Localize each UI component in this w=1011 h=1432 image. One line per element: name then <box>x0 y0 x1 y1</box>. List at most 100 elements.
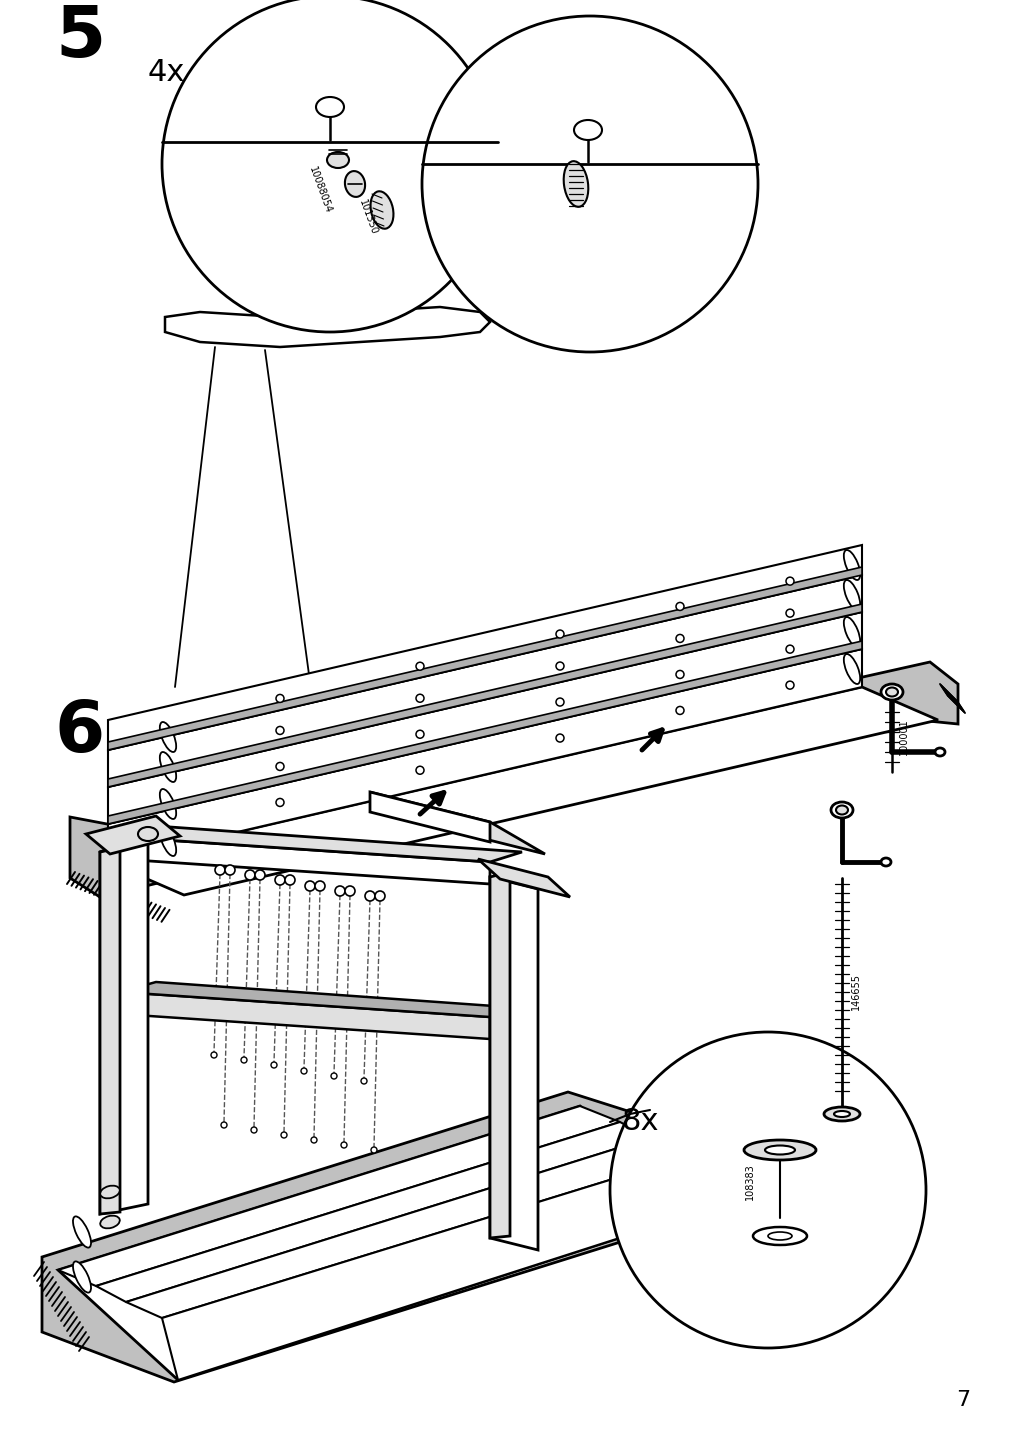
Polygon shape <box>96 1123 649 1302</box>
Ellipse shape <box>370 192 393 229</box>
Polygon shape <box>108 546 861 750</box>
Text: 8x: 8x <box>622 1107 659 1137</box>
Polygon shape <box>120 992 489 1040</box>
Circle shape <box>786 609 794 617</box>
Circle shape <box>371 1147 377 1153</box>
Polygon shape <box>108 642 861 823</box>
Ellipse shape <box>315 97 344 117</box>
Polygon shape <box>108 687 937 895</box>
Ellipse shape <box>833 1111 849 1117</box>
Ellipse shape <box>100 1216 119 1229</box>
Polygon shape <box>58 1106 620 1286</box>
Polygon shape <box>370 792 489 842</box>
Circle shape <box>786 577 794 586</box>
Circle shape <box>331 1073 337 1078</box>
Circle shape <box>555 662 563 670</box>
Circle shape <box>555 697 563 706</box>
Ellipse shape <box>743 1140 815 1160</box>
Circle shape <box>416 766 424 775</box>
Ellipse shape <box>830 802 852 818</box>
Circle shape <box>675 670 683 679</box>
Polygon shape <box>370 792 545 853</box>
Ellipse shape <box>160 789 176 819</box>
Circle shape <box>271 1063 277 1068</box>
Polygon shape <box>477 859 569 896</box>
Ellipse shape <box>843 580 859 610</box>
Polygon shape <box>58 1106 694 1380</box>
Circle shape <box>285 875 295 885</box>
Ellipse shape <box>100 1186 119 1199</box>
Circle shape <box>281 1133 287 1138</box>
Circle shape <box>276 726 284 735</box>
Text: 6: 6 <box>55 697 105 768</box>
Circle shape <box>610 1032 925 1348</box>
Ellipse shape <box>160 752 176 782</box>
Ellipse shape <box>823 1107 859 1121</box>
Polygon shape <box>100 843 120 1214</box>
Polygon shape <box>108 649 861 862</box>
Circle shape <box>276 695 284 703</box>
Polygon shape <box>120 982 522 1017</box>
Circle shape <box>276 762 284 770</box>
Polygon shape <box>120 836 489 884</box>
Circle shape <box>675 634 683 643</box>
Ellipse shape <box>73 1216 91 1247</box>
Circle shape <box>365 891 375 901</box>
Text: 101350: 101350 <box>357 198 379 236</box>
Text: 146655: 146655 <box>850 974 860 1011</box>
Circle shape <box>251 1127 257 1133</box>
Circle shape <box>786 682 794 689</box>
Polygon shape <box>489 872 510 1239</box>
Circle shape <box>241 1057 247 1063</box>
Polygon shape <box>489 876 538 1250</box>
Circle shape <box>255 871 265 881</box>
Polygon shape <box>108 576 861 788</box>
Circle shape <box>675 706 683 715</box>
Circle shape <box>422 16 757 352</box>
Ellipse shape <box>835 805 847 815</box>
Polygon shape <box>70 662 957 896</box>
Circle shape <box>555 630 563 639</box>
Ellipse shape <box>881 858 890 866</box>
Polygon shape <box>162 1154 694 1380</box>
Polygon shape <box>120 826 522 862</box>
Ellipse shape <box>767 1232 792 1240</box>
Circle shape <box>162 0 497 332</box>
Circle shape <box>335 886 345 896</box>
Polygon shape <box>42 1093 700 1382</box>
Polygon shape <box>165 306 489 347</box>
Ellipse shape <box>73 1262 91 1293</box>
Ellipse shape <box>137 828 158 841</box>
Polygon shape <box>108 611 861 823</box>
Circle shape <box>220 1123 226 1128</box>
Text: 4x: 4x <box>148 59 185 87</box>
Circle shape <box>304 881 314 891</box>
Ellipse shape <box>327 152 349 168</box>
Polygon shape <box>126 1138 694 1317</box>
Circle shape <box>375 891 384 901</box>
Circle shape <box>210 1053 216 1058</box>
Circle shape <box>786 646 794 653</box>
Ellipse shape <box>573 120 602 140</box>
Ellipse shape <box>881 684 902 700</box>
Circle shape <box>276 799 284 806</box>
Ellipse shape <box>843 617 859 647</box>
Circle shape <box>310 1137 316 1143</box>
Ellipse shape <box>843 654 859 684</box>
Circle shape <box>224 865 235 875</box>
Ellipse shape <box>752 1227 806 1244</box>
Text: 7: 7 <box>955 1390 969 1411</box>
Circle shape <box>314 881 325 891</box>
Circle shape <box>416 730 424 739</box>
Ellipse shape <box>885 687 897 696</box>
Ellipse shape <box>843 550 859 580</box>
Ellipse shape <box>563 162 587 206</box>
Text: 10088054: 10088054 <box>306 165 333 215</box>
Polygon shape <box>108 567 861 750</box>
Ellipse shape <box>160 826 176 856</box>
Circle shape <box>416 662 424 670</box>
Ellipse shape <box>160 722 176 752</box>
Circle shape <box>555 735 563 742</box>
Text: 100001: 100001 <box>898 719 908 755</box>
Text: 108383: 108383 <box>744 1164 754 1200</box>
